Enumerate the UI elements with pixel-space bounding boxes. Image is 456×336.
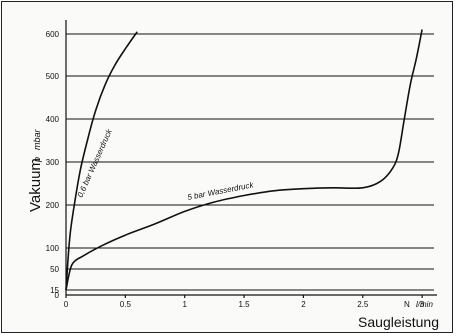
y-tick-label: 400 bbox=[46, 115, 60, 124]
y-tick-label: 15 bbox=[50, 286, 59, 295]
x-unit: l/min bbox=[416, 300, 433, 309]
y-tick-labels: 015 50 100 200 300 400 500 600 bbox=[46, 30, 60, 300]
series-line-0 bbox=[65, 31, 138, 291]
x-axis-label: Saugleistung bbox=[358, 314, 439, 330]
series-label-5-bar: 5 bar Wasserdruck bbox=[187, 180, 255, 202]
y-tick-label: 600 bbox=[46, 30, 60, 39]
y-unit: mbar bbox=[32, 128, 42, 150]
x-tick-label: 0.5 bbox=[120, 300, 132, 309]
y-tick-label: 50 bbox=[50, 265, 59, 274]
x-tick-label: 0 bbox=[64, 300, 69, 309]
x-tick-label: 1 bbox=[182, 300, 187, 309]
x-unit-symbol: N bbox=[404, 300, 410, 309]
series-line-1 bbox=[65, 29, 423, 291]
y-tick-label: 200 bbox=[46, 201, 60, 210]
y-tick-label: 500 bbox=[46, 72, 60, 81]
series-curves bbox=[65, 29, 423, 291]
grid-lines bbox=[66, 33, 434, 291]
x-tick-label: 1.5 bbox=[239, 300, 251, 309]
x-tick-label: 3 bbox=[420, 300, 425, 309]
chart-frame: 0 15 50 100 200 300 400 500 600 0 0.5 1 1.5 2 2.5 3 Va… bbox=[1, 1, 453, 333]
x-tick-label: 2.5 bbox=[357, 300, 369, 309]
x-tick-labels: 0 0.5 1 1.5 2 2.5 3 bbox=[64, 295, 425, 309]
y-unit-symbol: p bbox=[32, 157, 42, 163]
y-tick-label: 300 bbox=[46, 158, 60, 167]
y-tick-label: 100 bbox=[46, 244, 60, 253]
y-tick-label: 0 bbox=[55, 291, 60, 300]
x-tick-label: 2 bbox=[301, 300, 306, 309]
y-axis-label: Vakuum bbox=[27, 158, 44, 212]
